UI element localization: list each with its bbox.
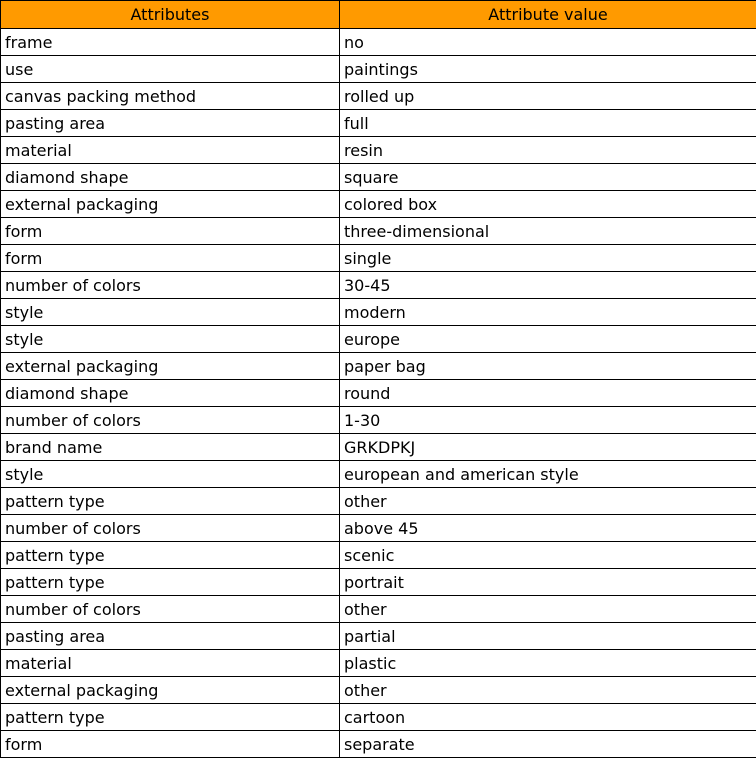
attribute-value: full: [340, 110, 756, 137]
attribute-name: pattern type: [1, 569, 340, 596]
attribute-value: no: [340, 29, 756, 56]
attribute-name: pasting area: [1, 110, 340, 137]
attribute-value: cartoon: [340, 704, 756, 731]
attribute-value: 1-30: [340, 407, 756, 434]
attribute-value: round: [340, 380, 756, 407]
attribute-name: pattern type: [1, 542, 340, 569]
attribute-name: brand name: [1, 434, 340, 461]
attribute-name: form: [1, 731, 340, 758]
attribute-value: colored box: [340, 191, 756, 218]
attribute-value: above 45: [340, 515, 756, 542]
attribute-value: modern: [340, 299, 756, 326]
header-row: Attributes Attribute value: [1, 1, 756, 29]
attribute-value: other: [340, 488, 756, 515]
attribute-value: rolled up: [340, 83, 756, 110]
attribute-name: style: [1, 326, 340, 353]
attribute-value: separate: [340, 731, 756, 758]
attribute-name: pattern type: [1, 488, 340, 515]
attribute-value: GRKDPKJ: [340, 434, 756, 461]
attribute-value: square: [340, 164, 756, 191]
attribute-name: style: [1, 299, 340, 326]
attribute-value: portrait: [340, 569, 756, 596]
attribute-name: diamond shape: [1, 380, 340, 407]
attribute-value: paper bag: [340, 353, 756, 380]
attribute-value: resin: [340, 137, 756, 164]
attribute-name: style: [1, 461, 340, 488]
attribute-value: europe: [340, 326, 756, 353]
attribute-value: other: [340, 677, 756, 704]
attribute-name: use: [1, 56, 340, 83]
attribute-value: plastic: [340, 650, 756, 677]
attribute-name: canvas packing method: [1, 83, 340, 110]
attribute-name: diamond shape: [1, 164, 340, 191]
attribute-value: paintings: [340, 56, 756, 83]
attribute-value: other: [340, 596, 756, 623]
attribute-name: number of colors: [1, 596, 340, 623]
attribute-name: external packaging: [1, 191, 340, 218]
attribute-name: frame: [1, 29, 340, 56]
attribute-name: number of colors: [1, 407, 340, 434]
attribute-name: material: [1, 650, 340, 677]
attribute-name: external packaging: [1, 677, 340, 704]
attribute-value: three-dimensional: [340, 218, 756, 245]
header-attribute-value: Attribute value: [340, 1, 756, 29]
attribute-name: form: [1, 218, 340, 245]
attribute-value: scenic: [340, 542, 756, 569]
attribute-name: number of colors: [1, 272, 340, 299]
attribute-value: partial: [340, 623, 756, 650]
attribute-name: material: [1, 137, 340, 164]
attribute-name: pattern type: [1, 704, 340, 731]
attribute-name: number of colors: [1, 515, 340, 542]
attribute-value: european and american style: [340, 461, 756, 488]
attribute-value: 30-45: [340, 272, 756, 299]
attribute-name: form: [1, 245, 340, 272]
header-attributes: Attributes: [1, 1, 340, 29]
attribute-value: single: [340, 245, 756, 272]
attribute-name: external packaging: [1, 353, 340, 380]
attribute-name: pasting area: [1, 623, 340, 650]
